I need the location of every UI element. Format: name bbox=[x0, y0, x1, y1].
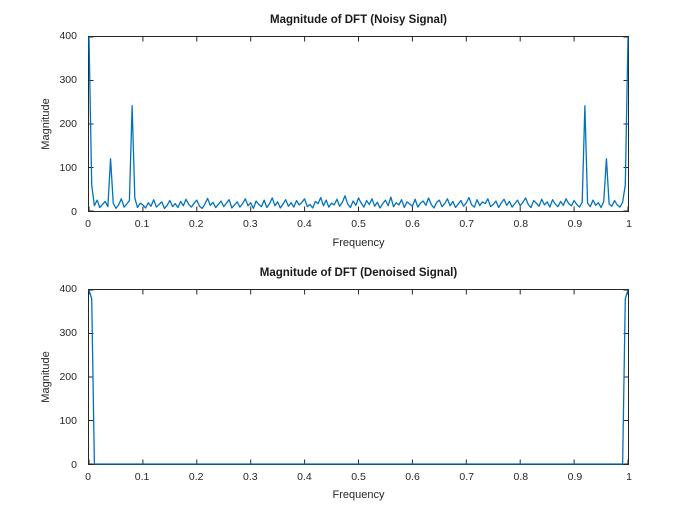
x-tick-label: 0.6 bbox=[405, 471, 420, 483]
x-tick-label: 0.9 bbox=[567, 471, 583, 483]
spectrum-line bbox=[88, 36, 629, 210]
x-axis-label-noisy: Frequency bbox=[332, 237, 385, 249]
x-tick-label: 0 bbox=[85, 471, 91, 483]
x-axis-label-denoised: Frequency bbox=[332, 489, 385, 501]
x-tick-label: 0.3 bbox=[242, 218, 258, 230]
plot-area-denoised bbox=[88, 289, 629, 465]
x-tick-label: 0.9 bbox=[567, 218, 583, 230]
x-tick-label: 0.5 bbox=[351, 471, 366, 483]
x-tick-labels-noisy: 0 0.1 0.2 0.3 0.4 0.5 0.6 0.7 0.8 0.9 1 bbox=[85, 217, 632, 231]
x-tick-label: 0.1 bbox=[134, 471, 150, 483]
x-tick-label: 0.7 bbox=[459, 471, 474, 483]
y-tick-label: 100 bbox=[59, 162, 77, 174]
x-tick-label: 0.6 bbox=[405, 218, 420, 230]
y-tick-label: 300 bbox=[59, 74, 77, 86]
y-tick-label: 100 bbox=[59, 415, 77, 427]
x-tick-label: 0.7 bbox=[459, 218, 474, 230]
spectrum-line bbox=[88, 289, 629, 465]
x-tick-label: 0.3 bbox=[242, 471, 258, 483]
x-tick-label: 0 bbox=[85, 218, 91, 230]
x-tick-labels-denoised: 0 0.1 0.2 0.3 0.4 0.5 0.6 0.7 0.8 0.9 1 bbox=[85, 470, 632, 484]
axis-tick-marks bbox=[88, 289, 629, 465]
noisy-spectrum-line bbox=[88, 36, 629, 212]
y-tick-label: 200 bbox=[59, 371, 77, 383]
x-tick-label: 0.8 bbox=[513, 218, 529, 230]
x-tick-label: 0.5 bbox=[351, 218, 366, 230]
y-tick-label: 300 bbox=[59, 327, 77, 339]
y-tick-label: 0 bbox=[71, 206, 77, 218]
x-tick-label: 1 bbox=[626, 218, 632, 230]
y-tick-label: 400 bbox=[59, 30, 77, 42]
axis-tick-marks bbox=[88, 36, 629, 212]
y-tick-labels-noisy: 0 100 200 300 400 bbox=[0, 30, 82, 218]
y-tick-label: 400 bbox=[59, 283, 77, 295]
x-tick-label: 1 bbox=[626, 471, 632, 483]
denoised-spectrum-line bbox=[88, 289, 629, 465]
y-tick-labels-denoised: 0 100 200 300 400 bbox=[0, 283, 82, 471]
x-tick-label: 0.4 bbox=[297, 471, 312, 483]
chart-title-noisy: Magnitude of DFT (Noisy Signal) bbox=[270, 14, 447, 26]
x-tick-label: 0.4 bbox=[297, 218, 312, 230]
x-tick-label: 0.1 bbox=[134, 218, 150, 230]
y-tick-label: 200 bbox=[59, 118, 77, 130]
y-tick-label: 0 bbox=[71, 459, 77, 471]
x-tick-label: 0.2 bbox=[188, 218, 204, 230]
chart-title-denoised: Magnitude of DFT (Denoised Signal) bbox=[259, 267, 458, 279]
plot-area-noisy bbox=[88, 36, 629, 212]
x-tick-label: 0.2 bbox=[188, 471, 204, 483]
x-tick-label: 0.8 bbox=[513, 471, 529, 483]
